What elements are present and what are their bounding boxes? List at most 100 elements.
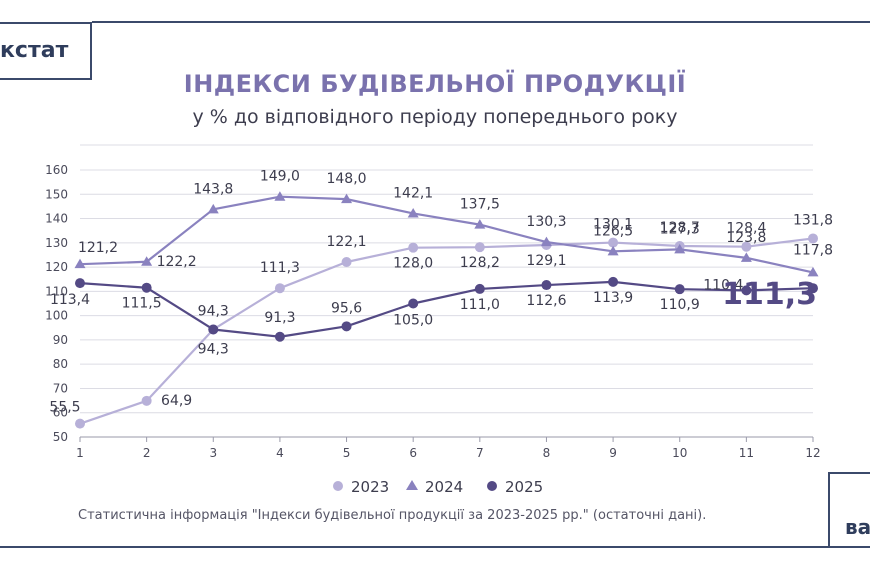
- logo: кстат: [0, 38, 69, 63]
- marker-2025: [674, 284, 685, 295]
- marker-2024: [474, 219, 486, 229]
- x-tick-label: 12: [805, 446, 820, 460]
- x-tick-label: 4: [276, 446, 284, 460]
- marker-2023: [408, 242, 419, 253]
- marker-2024: [407, 207, 419, 218]
- data-label-2023: 128,7: [660, 220, 700, 236]
- x-tick-label: 2: [143, 446, 151, 460]
- x-tick-label: 10: [672, 446, 687, 460]
- x-tick-label: 5: [343, 446, 351, 460]
- x-tick-label: 11: [739, 446, 754, 460]
- marker-2023: [608, 237, 619, 248]
- legend-marker-2023: [333, 481, 343, 491]
- marker-2024: [141, 256, 153, 266]
- legend-label-2024: 2024: [425, 478, 463, 496]
- y-tick-label: 120: [45, 260, 68, 274]
- marker-2024: [740, 252, 752, 262]
- marker-2025: [474, 283, 485, 294]
- marker-2024: [540, 236, 552, 247]
- data-label-2023: 128,0: [393, 256, 433, 272]
- marker-2025: [141, 282, 152, 293]
- corner-text: ва: [845, 515, 870, 539]
- legend-marker-2025: [487, 481, 497, 491]
- x-tick-label: 1: [76, 446, 84, 460]
- x-tick-label: 6: [409, 446, 417, 460]
- corner-frame: [828, 472, 870, 548]
- marker-2024: [341, 193, 353, 204]
- source-note: Статистична інформація "Індекси будівель…: [78, 508, 707, 523]
- marker-2023: [474, 242, 485, 253]
- series-line-2024: [79, 195, 814, 274]
- data-label-2024: 130,3: [526, 214, 566, 230]
- marker-2023: [75, 418, 85, 429]
- data-label-2025: 110,4: [703, 277, 743, 293]
- data-label-2025: 113,9: [593, 290, 633, 306]
- marker-2025: [541, 280, 552, 291]
- data-label-2023: 129,1: [526, 253, 566, 269]
- x-tick-label: 8: [543, 446, 551, 460]
- logo-frame: [0, 22, 92, 80]
- y-tick-label: 60: [53, 406, 68, 420]
- marker-2024: [274, 191, 286, 201]
- data-label-highlight: 111,3: [722, 277, 817, 312]
- data-label-2023: 128,2: [460, 255, 500, 271]
- data-label-2024: 123,8: [726, 230, 766, 246]
- data-label-2023: 122,1: [326, 234, 366, 250]
- marker-2025: [75, 278, 85, 289]
- marker-2023: [141, 395, 152, 406]
- frame-top-line: [92, 21, 870, 23]
- data-label-2023: 94,3: [198, 303, 229, 319]
- y-tick-label: 70: [53, 381, 68, 395]
- marker-2024: [674, 243, 686, 254]
- data-label-2024: 143,8: [193, 181, 233, 197]
- marker-2023: [741, 241, 752, 252]
- y-tick-label: 80: [53, 357, 68, 371]
- data-label-2025: 113,4: [50, 292, 90, 308]
- x-tick-label: 9: [609, 446, 617, 460]
- data-label-2025: 95,6: [331, 300, 362, 316]
- marker-2025: [808, 283, 818, 294]
- marker-2024: [807, 266, 819, 277]
- x-tick-label: 7: [476, 446, 484, 460]
- marker-2024: [207, 203, 219, 214]
- data-label-2023: 128,4: [726, 221, 766, 237]
- data-label-2023: 64,9: [161, 393, 192, 409]
- marker-2024: [74, 258, 86, 269]
- data-label-2025: 91,3: [264, 310, 295, 326]
- data-label-2023: 130,1: [593, 217, 633, 233]
- data-label-2023: 131,8: [793, 212, 833, 228]
- data-label-2024: 148,0: [326, 171, 366, 187]
- data-label-2024: 122,2: [157, 254, 197, 270]
- y-tick-label: 130: [45, 236, 68, 250]
- chart-title: ІНДЕКСИ БУДІВЕЛЬНОЇ ПРОДУКЦІЇ: [183, 70, 687, 98]
- marker-2023: [341, 256, 352, 267]
- legend-label-2023: 2023: [351, 478, 389, 496]
- marker-2025: [341, 321, 352, 332]
- data-label-2023: 55,5: [49, 400, 80, 416]
- data-label-2024: 126,5: [593, 223, 633, 239]
- y-tick-label: 150: [45, 187, 68, 201]
- x-tick-label: 3: [209, 446, 217, 460]
- data-label-2023: 111,3: [260, 260, 300, 276]
- data-label-2025: 105,0: [393, 313, 433, 329]
- marker-2025: [274, 331, 285, 342]
- data-label-2024: 127,3: [660, 221, 700, 237]
- data-label-2025: 112,6: [526, 293, 566, 309]
- marker-2023: [808, 233, 818, 244]
- data-label-2024: 121,2: [78, 240, 118, 256]
- y-tick-label: 100: [45, 309, 68, 323]
- y-tick-label: 160: [45, 163, 68, 177]
- series-line-2023: [79, 237, 814, 425]
- data-label-2025: 111,0: [460, 297, 500, 313]
- y-tick-label: 110: [45, 284, 68, 298]
- marker-2025: [208, 324, 219, 335]
- data-label-2024: 142,1: [393, 185, 433, 201]
- chart-subtitle: у % до відповідного періоду попереднього…: [192, 106, 678, 128]
- data-label-2025: 111,5: [122, 296, 162, 312]
- legend-marker-2024: [406, 480, 418, 490]
- data-label-2025: 94,3: [198, 341, 229, 357]
- data-label-2024: 137,5: [460, 197, 500, 213]
- y-tick-label: 50: [53, 430, 68, 444]
- marker-2025: [608, 276, 619, 287]
